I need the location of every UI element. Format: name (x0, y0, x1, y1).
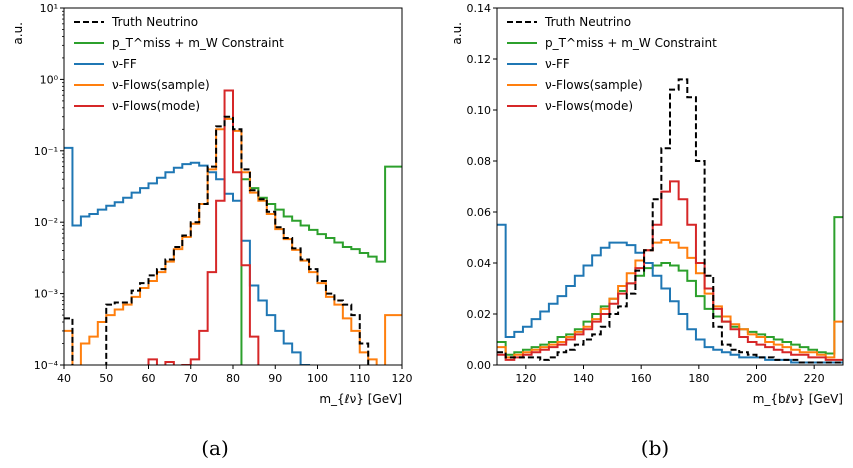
panel-b-xtick-label: 220 (804, 372, 825, 385)
panel-a-xtick-label: 60 (142, 372, 156, 385)
panel-a-legend-label: p_T^miss + m_W Constraint (112, 36, 284, 50)
panel-b-ytick-label: 0.14 (467, 2, 492, 15)
panel-a-ytick-label: 10¹ (40, 2, 58, 15)
panel-a-legend-label: ν-Flows(sample) (112, 78, 210, 92)
panel-b-series-flows-mode (497, 180, 843, 361)
panel-b-legend-label: Truth Neutrino (544, 15, 631, 29)
panel-b-xtick-label: 160 (631, 372, 652, 385)
panel-a-xtick-label: 40 (57, 372, 71, 385)
panel-b-legend: Truth Neutrino p_T^miss + m_W Constraint ν… (507, 15, 717, 113)
panel-b-xtick-label: 200 (746, 372, 767, 385)
panel-b-ytick-label: 0.06 (467, 206, 492, 219)
panel-a-legend: Truth Neutrino p_T^miss + m_W Constraint ν… (74, 15, 284, 113)
panel-b-ytick-label: 0.00 (467, 359, 492, 372)
panel-b-ytick-label: 0.08 (467, 155, 492, 168)
panel-b-legend-label: ν-Flows(mode) (545, 99, 633, 113)
panel-b-caption: (b) (641, 436, 669, 460)
panel-b-legend-label: p_T^miss + m_W Constraint (545, 36, 717, 50)
panel-b-xtick-label: 180 (688, 372, 709, 385)
panel-a-xlabel: m_{ℓν} [GeV] (319, 392, 402, 406)
panel-a-xtick-label: 110 (349, 372, 370, 385)
panel-b-legend-label: ν-FF (545, 57, 570, 71)
panel-b-frame (496, 7, 844, 366)
panel-a-ytick-label: 10⁻² (34, 216, 58, 229)
panel-a-xtick-label: 70 (184, 372, 198, 385)
panel-b-legend-label: ν-Flows(sample) (545, 78, 643, 92)
panel-b-ytick-label: 0.12 (467, 53, 492, 66)
panel-a-xtick-label: 90 (268, 372, 282, 385)
panel-a-ytick-label: 10⁻¹ (34, 145, 58, 158)
panel-a-xtick-label: 120 (392, 372, 413, 385)
panel-a-ticks: 40 50 60 70 80 90 100 110 120 10⁻⁴ 10⁻³ 10⁻² 10⁻¹ 10⁰… (34, 2, 413, 385)
panel-a-xtick-label: 50 (99, 372, 113, 385)
panel-a-xtick-label: 100 (307, 372, 328, 385)
panel-a-ytick-label: 10⁰ (40, 73, 59, 86)
panel-a-caption: (a) (201, 436, 229, 460)
panel-a-series-flows-mode (147, 89, 260, 365)
panel-b-xtick-label: 140 (573, 372, 594, 385)
panel-a-legend-label: Truth Neutrino (111, 15, 198, 29)
panel-b-xtick-label: 120 (515, 372, 536, 385)
panel-a-ytick-label: 10⁻⁴ (34, 359, 59, 372)
panel-b-chart: 120 140 160 180 200 220 0.00 0.02 0.04 0.06 0.08 0.… (450, 2, 844, 460)
panel-b-xlabel: m_{bℓν} [GeV] (753, 392, 843, 406)
panel-b-series-constraint (497, 216, 843, 356)
panel-a-histograms (64, 89, 402, 365)
panel-a-legend-label: ν-FF (112, 57, 137, 71)
panel-b-ticks: 120 140 160 180 200 220 0.00 0.02 0.04 0.06 0.08 0.… (467, 2, 825, 385)
panel-a-chart: 40 50 60 70 80 90 100 110 120 10⁻⁴ 10⁻³ 10⁻² 10⁻¹ 10⁰… (11, 2, 413, 460)
panel-a-series-ff (64, 146, 311, 365)
panel-b-ytick-label: 0.04 (467, 257, 492, 270)
panel-b-ylabel: a.u. (450, 22, 464, 45)
panel-a-ylabel: a.u. (11, 22, 25, 45)
panel-a-series-truth (64, 115, 370, 365)
panel-a-xtick-label: 80 (226, 372, 240, 385)
panel-a-series-constraint (240, 165, 402, 365)
panel-b-ytick-label: 0.10 (467, 104, 492, 117)
panel-b-series-truth (497, 78, 843, 364)
panel-a-ytick-label: 10⁻³ (34, 288, 58, 301)
panel-a-legend-label: ν-Flows(mode) (112, 99, 200, 113)
panel-b-histograms (497, 78, 843, 364)
panel-b-ytick-label: 0.02 (467, 308, 492, 321)
